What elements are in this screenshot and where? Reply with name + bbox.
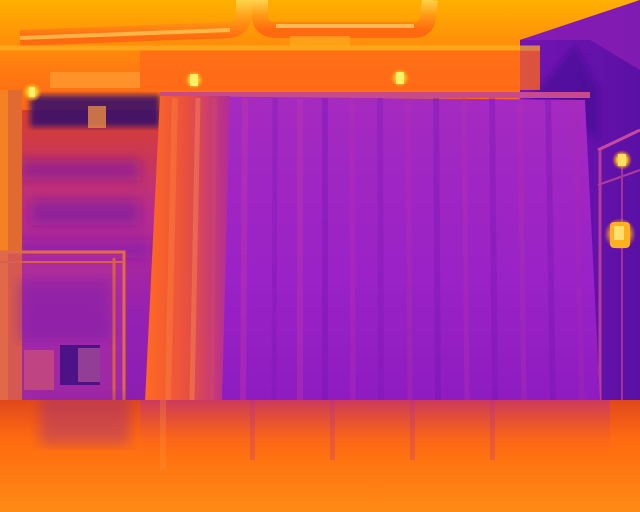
ceiling-lights [22,68,410,128]
glass-partition [0,250,126,404]
window-frame [597,128,640,410]
ceiling-pipes [0,0,540,51]
curtain [145,96,600,402]
floor-reflection-streaks [160,400,495,470]
wall-lamps [604,150,636,250]
floor-reflection [140,400,610,460]
curtain-rod [160,92,590,98]
ceiling-beam [140,50,540,90]
left-wall-texture [20,160,150,258]
